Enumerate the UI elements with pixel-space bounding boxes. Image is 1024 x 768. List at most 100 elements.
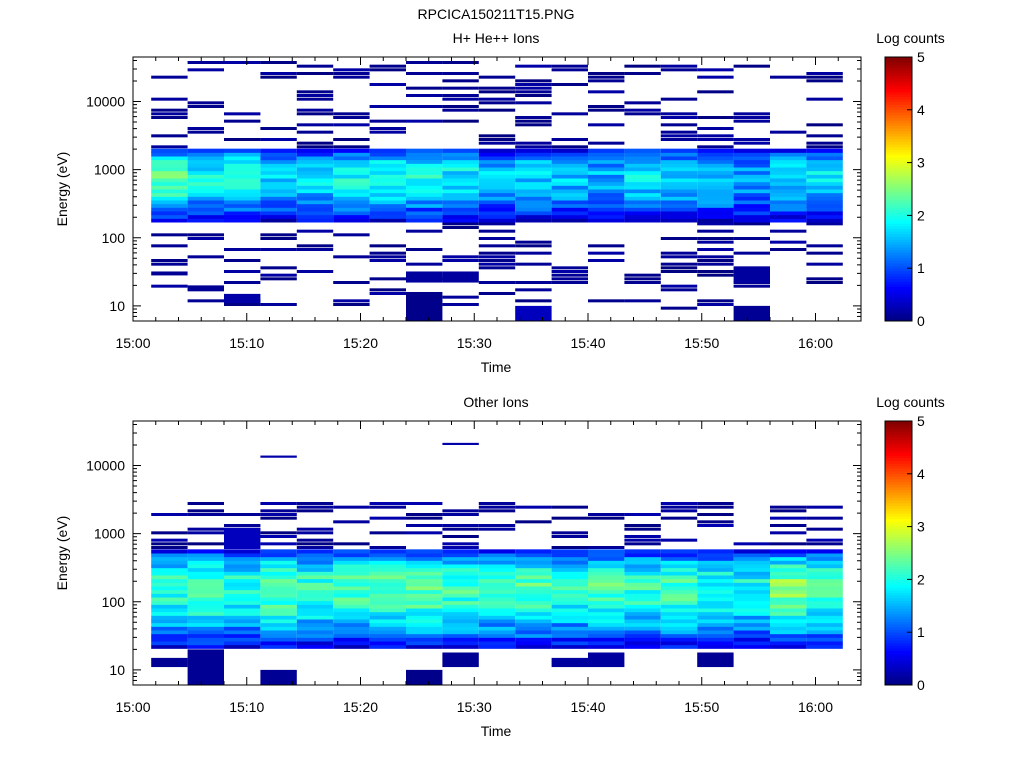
spectrogram-cell [697, 273, 734, 277]
spectrogram-cell [551, 83, 588, 86]
spectrogram-cell [296, 637, 334, 642]
spectrogram-cell [478, 108, 516, 112]
spectrogram-cell [733, 626, 770, 631]
spectrogram-cell [151, 152, 188, 157]
spectrogram-cell [333, 630, 370, 635]
spectrogram-cell [733, 305, 770, 321]
spectrogram-cell [151, 611, 188, 616]
spectrogram-cell [697, 556, 734, 561]
colorbar-tick-label: 3 [917, 155, 925, 171]
spectrogram-cell [770, 189, 807, 194]
spectrogram-cell [515, 94, 552, 97]
x-tick-label: 15:20 [343, 335, 378, 351]
spectrogram-cell [442, 524, 479, 527]
spectrogram-cell [333, 578, 370, 583]
spectrogram-cell [333, 167, 370, 172]
panel-title: Other Ions [463, 394, 528, 410]
spectrogram-cell [369, 567, 406, 572]
colorbar-swatch [885, 484, 912, 488]
spectrogram-cell [224, 303, 261, 306]
spectrogram-cell [660, 148, 698, 153]
spectrogram-cell [770, 567, 807, 572]
spectrogram-cell [260, 669, 297, 685]
spectrogram-cell [660, 538, 698, 542]
spectrogram-cell [588, 185, 625, 190]
spectrogram-cell [806, 163, 843, 168]
spectrogram-cell [333, 582, 370, 587]
spectrogram-cell [515, 611, 552, 616]
spectrogram-cell [624, 185, 661, 190]
spectrogram-cell [151, 116, 188, 119]
spectrogram-panel-other-ions: 15:00 15:10 15:20 15:30 15:40 15:50 16:0010100… [54, 394, 945, 739]
colorbar-label: Log counts [876, 30, 945, 46]
spectrogram-cell [442, 560, 479, 565]
colorbar-swatch [885, 130, 912, 134]
spectrogram-cell [515, 174, 552, 179]
spectrogram-cell [551, 564, 588, 569]
spectrogram-cell [406, 582, 443, 587]
spectrogram-cell [588, 611, 625, 616]
spectrogram-cell [515, 571, 552, 576]
spectrogram-cell [151, 597, 188, 602]
spectrogram-cell [588, 571, 625, 576]
spectrogram-cell [478, 600, 516, 605]
spectrogram-cell [369, 288, 406, 292]
spectrogram-cell [733, 185, 770, 190]
spectrogram-cell [151, 600, 188, 605]
spectrogram-cell [806, 134, 843, 138]
spectrogram-cell [260, 608, 297, 613]
spectrogram-cell [333, 303, 370, 306]
colorbar-swatch [885, 260, 912, 264]
colorbar-swatch [885, 553, 912, 557]
spectrogram-cell [806, 611, 843, 616]
colorbar-swatch [885, 603, 912, 607]
spectrogram-cell [478, 608, 516, 613]
spectrogram-cell [515, 586, 552, 591]
spectrogram-cell [478, 611, 516, 616]
spectrogram-cell [187, 214, 224, 219]
spectrogram-cell [806, 619, 843, 624]
spectrogram-cell [551, 152, 588, 157]
spectrogram-cell [697, 564, 734, 569]
spectrogram-cell [515, 167, 552, 172]
spectrogram-cell [624, 615, 661, 620]
spectrogram-cell [588, 108, 625, 112]
colorbar-swatch [885, 450, 912, 454]
spectrogram-cell [442, 527, 479, 531]
spectrogram-cell [442, 72, 479, 75]
spectrogram-cell [733, 116, 770, 119]
spectrogram-cell [697, 633, 734, 638]
spectrogram-cell [697, 222, 734, 226]
spectrogram-cell [187, 611, 224, 616]
spectrogram-cell [442, 582, 479, 587]
colorbar-swatch [885, 584, 912, 588]
spectrogram-cell [551, 192, 588, 197]
spectrogram-cell [806, 148, 843, 153]
spectrogram-cell [551, 556, 588, 561]
spectrogram-cell [369, 244, 406, 248]
spectrogram-cell [660, 593, 698, 598]
spectrogram-cell [588, 207, 625, 212]
spectrogram-cell [806, 608, 843, 613]
spectrogram-cell [660, 200, 698, 205]
spectrogram-cell [187, 589, 224, 594]
spectrogram-cell [187, 101, 224, 105]
spectrogram-cell [442, 546, 479, 549]
spectrogram-cell [733, 586, 770, 591]
spectrogram-cell [260, 75, 297, 79]
spectrogram-cell [296, 571, 334, 576]
spectrogram-cell [224, 192, 261, 197]
spectrogram-cell [187, 615, 224, 620]
spectrogram-cell [406, 203, 443, 208]
spectrogram-cell [806, 505, 843, 509]
spectrogram-cell [151, 145, 188, 149]
colorbar-swatch [885, 545, 912, 549]
spectrogram-cell [442, 549, 479, 554]
spectrogram-cell [770, 192, 807, 197]
spectrogram-cell [151, 582, 188, 587]
spectrogram-cell [369, 251, 406, 255]
spectrogram-cell [697, 270, 734, 273]
spectrogram-cell [406, 593, 443, 598]
spectrogram-cell [515, 119, 552, 123]
spectrogram-cell [333, 520, 370, 524]
